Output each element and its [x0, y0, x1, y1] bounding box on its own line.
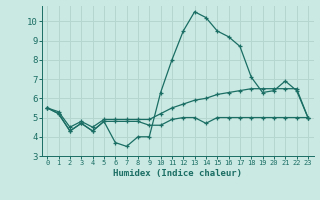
X-axis label: Humidex (Indice chaleur): Humidex (Indice chaleur) [113, 169, 242, 178]
